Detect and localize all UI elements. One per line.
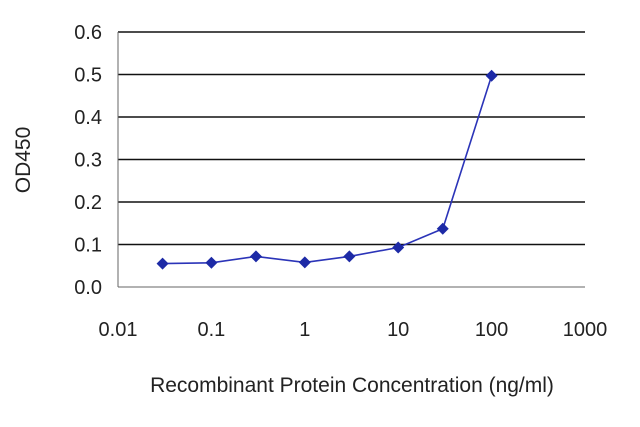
y-tick-label: 0.2 [74, 192, 102, 214]
y-tick-label: 0.3 [74, 150, 102, 172]
data-point [205, 256, 218, 269]
x-tick-label: 0.1 [197, 319, 225, 341]
data-point [436, 222, 449, 235]
y-tick-label: 0.1 [74, 235, 102, 257]
y-tick-label: 0.0 [74, 277, 102, 299]
data-point [298, 256, 311, 269]
data-point [392, 241, 405, 254]
y-tick-labels: 0.0 0.1 0.2 0.3 0.4 0.5 0.6 [74, 22, 102, 299]
x-tick-label: 1000 [563, 319, 608, 341]
gridlines [118, 31, 585, 246]
x-axis-title: Recombinant Protein Concentration (ng/ml… [150, 374, 554, 397]
x-tick-label: 100 [475, 319, 508, 341]
data-point [156, 257, 169, 270]
x-tick-labels: 0.01 0.1 1 10 100 1000 [99, 319, 608, 341]
y-axis-title: OD450 [12, 127, 35, 194]
series-line [162, 75, 493, 265]
data-series [156, 69, 498, 270]
x-tick-label: 1 [299, 319, 310, 341]
x-tick-label: 0.01 [99, 319, 138, 341]
data-point [343, 250, 356, 263]
x-tick-label: 10 [387, 319, 409, 341]
data-point [249, 250, 262, 263]
y-tick-label: 0.6 [74, 22, 102, 44]
data-point [485, 69, 498, 82]
y-tick-label: 0.5 [74, 65, 102, 87]
y-tick-label: 0.4 [74, 107, 102, 129]
